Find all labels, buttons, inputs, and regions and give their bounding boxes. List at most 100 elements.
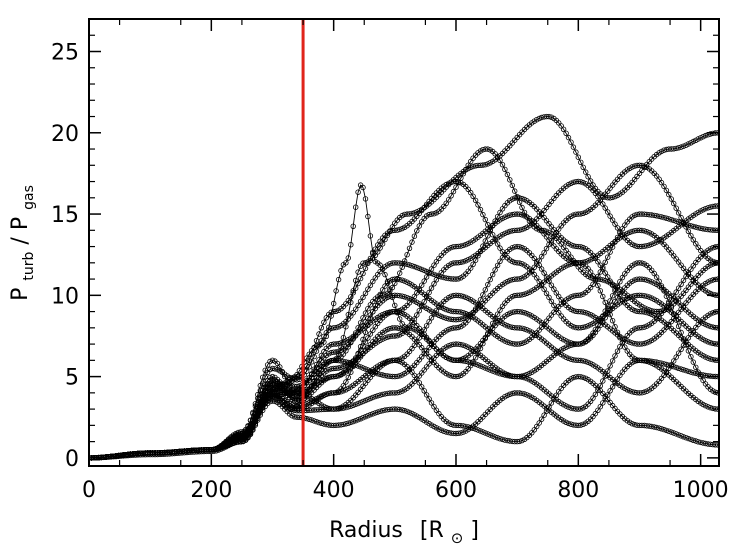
data-point xyxy=(289,406,295,413)
data-point xyxy=(472,355,479,361)
data-point xyxy=(401,407,408,414)
tick-layer xyxy=(88,19,719,466)
data-point xyxy=(414,339,420,345)
data-point xyxy=(605,368,611,374)
data-point xyxy=(519,244,525,251)
data-point xyxy=(460,358,466,364)
data-point xyxy=(257,398,263,405)
data-point xyxy=(619,274,626,281)
data-point xyxy=(397,270,403,276)
data-point xyxy=(353,204,359,210)
data-point xyxy=(663,293,670,299)
data-point xyxy=(639,260,645,266)
data-point xyxy=(453,184,459,190)
data-point xyxy=(639,227,645,234)
data-point xyxy=(289,392,295,398)
data-point xyxy=(414,264,420,271)
data-point xyxy=(534,423,540,430)
data-point xyxy=(367,368,374,374)
data-point xyxy=(213,446,219,452)
data-point xyxy=(641,228,648,234)
data-point xyxy=(543,245,550,252)
data-point xyxy=(546,113,552,120)
data-point xyxy=(578,406,584,412)
data-point xyxy=(671,358,677,364)
data-point xyxy=(431,271,437,278)
data-point xyxy=(250,418,256,424)
data-point xyxy=(399,293,405,299)
data-point xyxy=(448,193,454,199)
data-point xyxy=(375,393,381,399)
data-point xyxy=(367,412,374,418)
data-point xyxy=(453,178,459,185)
data-point xyxy=(639,162,645,169)
data-point xyxy=(490,271,496,278)
data-point xyxy=(551,286,557,292)
data-point xyxy=(340,405,347,411)
data-point xyxy=(614,290,621,296)
data-point xyxy=(252,412,259,418)
data-point xyxy=(627,294,633,300)
data-point xyxy=(700,440,706,446)
data-point xyxy=(578,292,584,298)
data-point xyxy=(602,373,608,379)
data-point xyxy=(602,308,608,314)
data-point xyxy=(563,130,569,136)
data-point xyxy=(455,260,462,266)
data-point xyxy=(455,373,462,379)
data-point xyxy=(629,421,635,427)
data-point xyxy=(580,210,586,216)
data-point xyxy=(521,375,528,381)
data-point xyxy=(631,212,638,218)
data-point xyxy=(502,338,508,344)
data-point xyxy=(497,307,503,313)
data-point xyxy=(641,309,648,315)
data-point xyxy=(392,227,398,233)
data-point xyxy=(600,293,606,300)
data-point xyxy=(675,145,682,151)
data-point xyxy=(543,274,550,280)
data-point xyxy=(546,278,552,284)
data-point xyxy=(348,241,354,248)
data-point xyxy=(538,253,545,260)
data-point xyxy=(631,326,638,332)
data-point xyxy=(448,179,454,185)
data-point xyxy=(441,428,447,434)
data-point xyxy=(313,348,320,354)
data-point xyxy=(379,408,386,414)
data-point xyxy=(394,406,400,412)
data-point xyxy=(612,239,618,245)
data-point xyxy=(590,281,596,287)
data-point xyxy=(382,310,388,317)
data-point xyxy=(702,403,709,409)
data-point xyxy=(641,276,648,283)
data-point xyxy=(458,259,464,265)
data-point xyxy=(384,358,391,365)
data-point xyxy=(343,404,349,411)
data-point xyxy=(624,387,630,393)
data-point xyxy=(656,425,662,431)
data-point xyxy=(583,358,589,365)
data-point xyxy=(421,299,427,305)
data-point xyxy=(384,310,391,316)
data-point xyxy=(372,410,378,416)
data-point xyxy=(448,325,454,332)
data-point xyxy=(419,384,425,390)
data-point xyxy=(595,407,601,413)
data-point xyxy=(507,391,513,397)
data-point xyxy=(313,364,320,371)
data-point xyxy=(353,306,359,312)
data-point xyxy=(468,189,474,196)
y-tick-label: 15 xyxy=(51,203,79,228)
data-point xyxy=(583,324,589,330)
data-point xyxy=(426,319,432,325)
data-point xyxy=(485,366,491,372)
data-point xyxy=(308,371,315,378)
data-point xyxy=(333,288,339,294)
data-point xyxy=(639,243,645,250)
data-point xyxy=(541,286,547,292)
data-point xyxy=(678,346,684,352)
data-point xyxy=(443,429,449,435)
data-point xyxy=(653,424,660,431)
data-point xyxy=(343,421,349,427)
